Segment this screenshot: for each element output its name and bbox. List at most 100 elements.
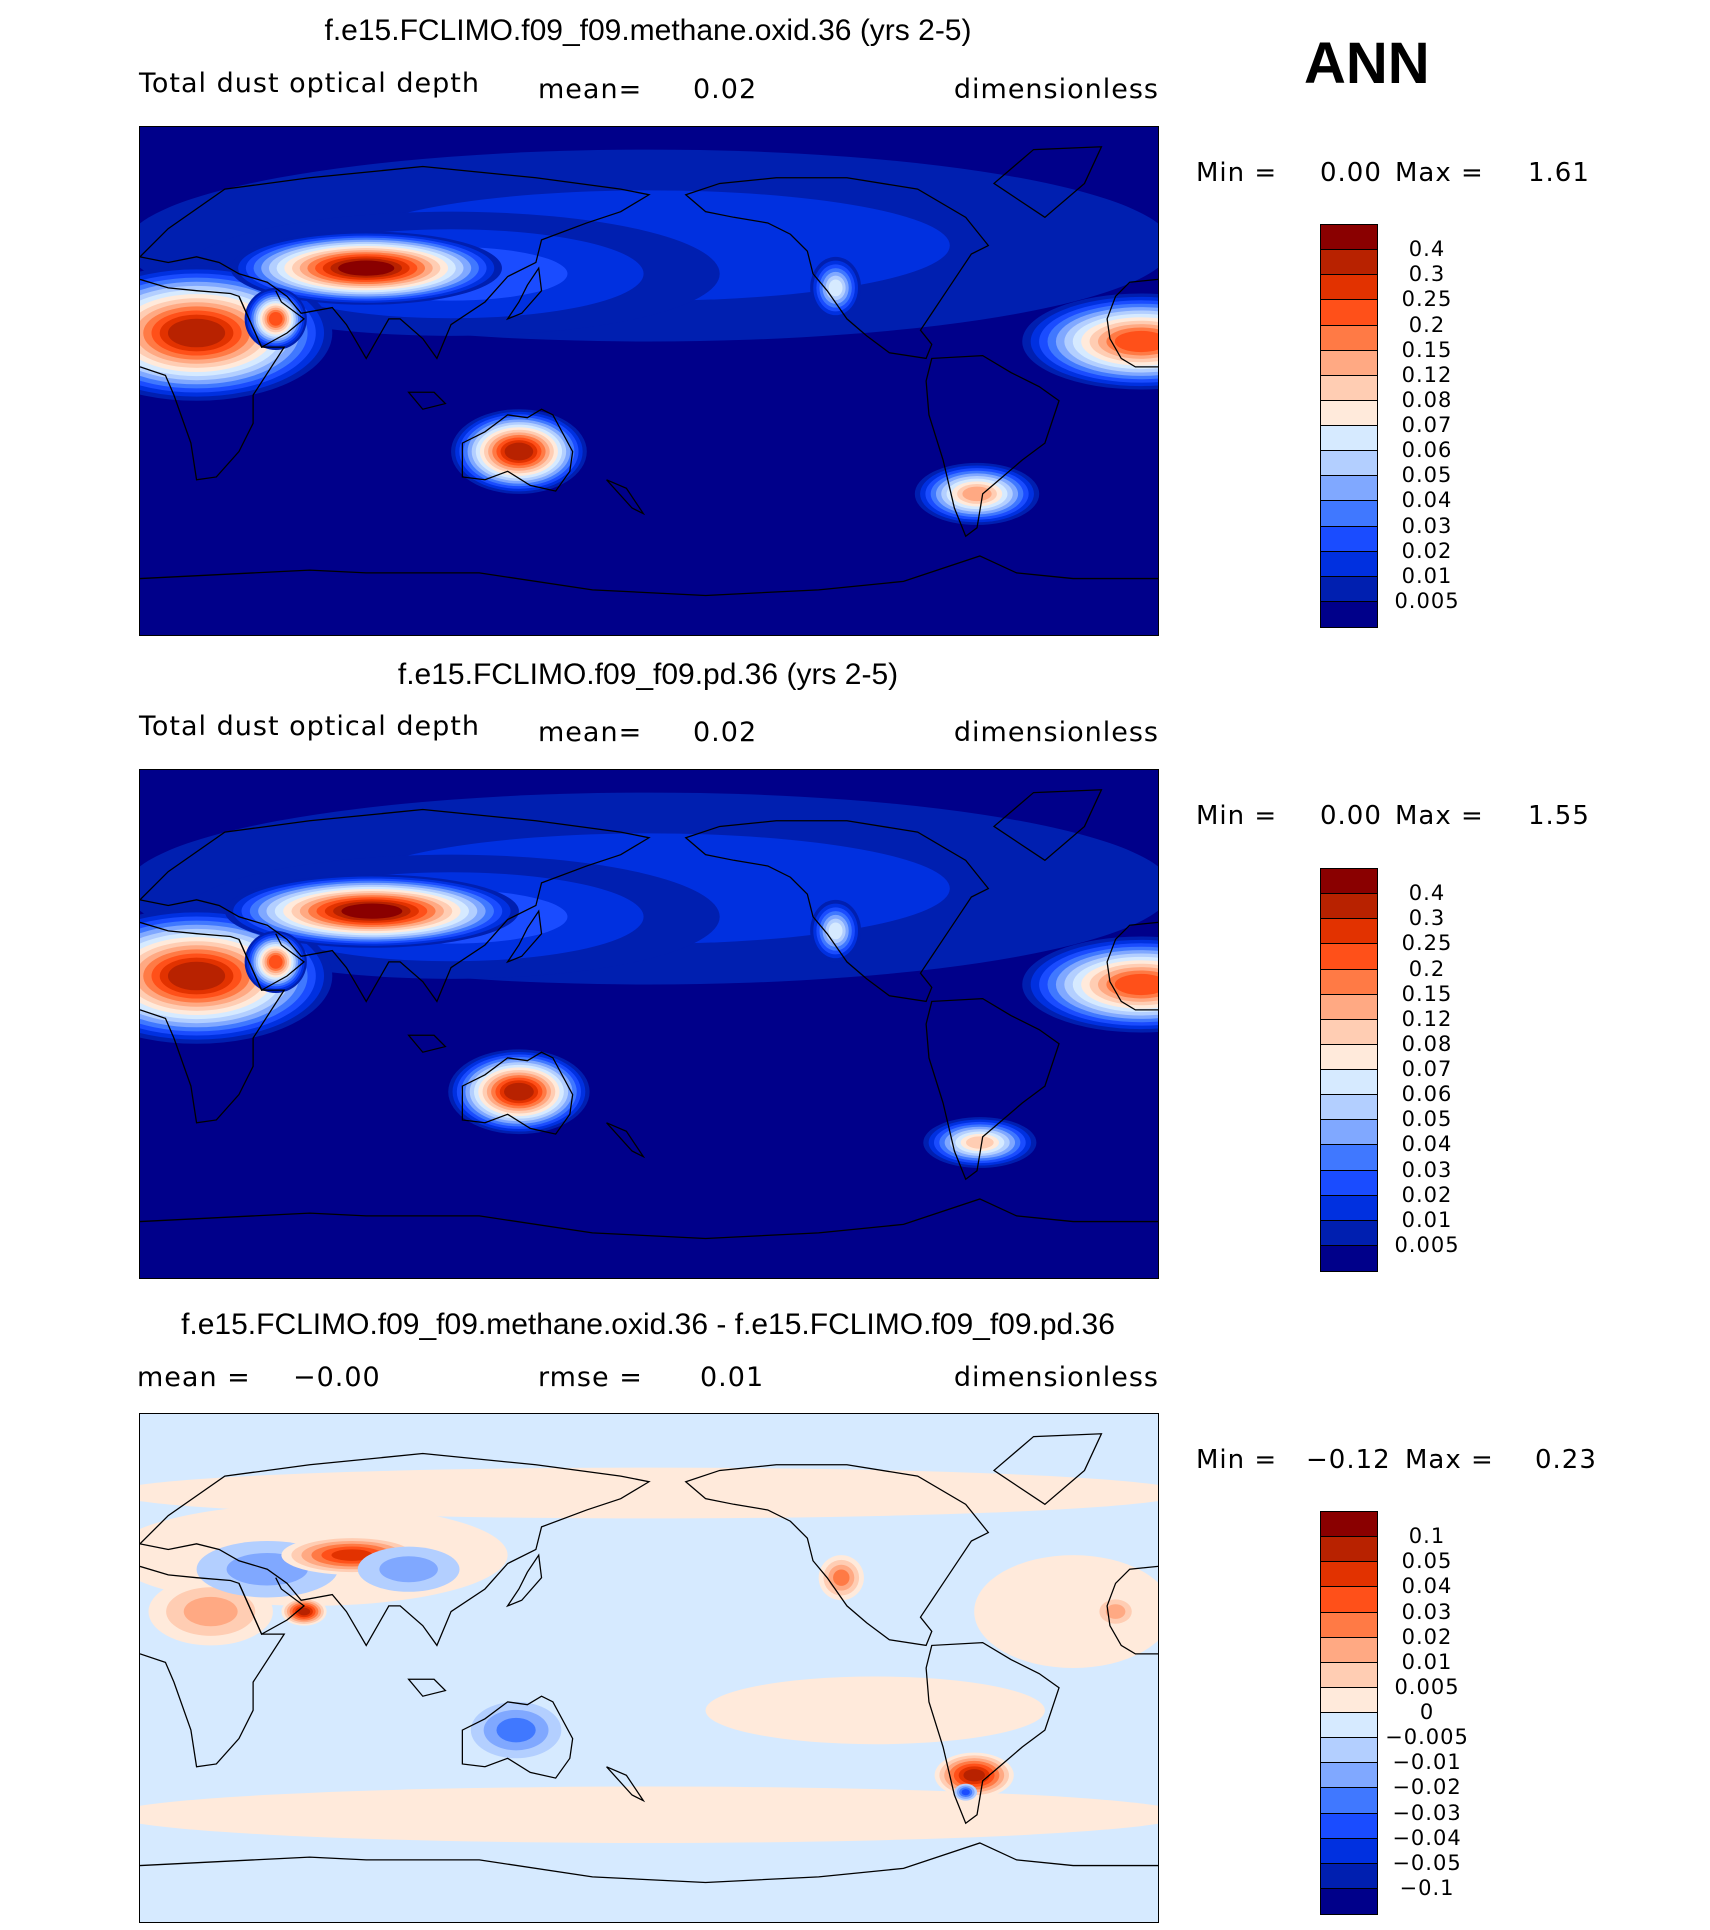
contour-feature xyxy=(140,1786,1158,1843)
colorbar-label: 0.08 xyxy=(1401,387,1453,412)
colorbar-label: 0.01 xyxy=(1401,1207,1453,1232)
colorbar-box xyxy=(1320,324,1378,352)
panel1-mean-label: mean= xyxy=(538,74,643,105)
colorbar-label: 0.4 xyxy=(1408,881,1446,906)
colorbar-box xyxy=(1320,1737,1378,1764)
colorbar-box xyxy=(1320,1611,1378,1639)
colorbar-box xyxy=(1320,224,1378,251)
colorbar-label: −0.1 xyxy=(1399,1875,1455,1900)
colorbar-box xyxy=(1320,1762,1378,1789)
panel2-mean-value: 0.02 xyxy=(693,717,758,748)
panel2-max-value: 1.55 xyxy=(1528,801,1590,831)
colorbar-box xyxy=(1320,1244,1378,1272)
colorbar-label: 0.12 xyxy=(1401,1006,1453,1031)
colorbar-label: 0.1 xyxy=(1408,1524,1446,1549)
panel1-min-label: Min = xyxy=(1196,158,1278,188)
coastline xyxy=(140,808,651,1003)
colorbar-label: 0.07 xyxy=(1401,413,1453,437)
panel1-map xyxy=(139,126,1159,636)
contour-feature xyxy=(974,1555,1158,1668)
coastline xyxy=(684,820,990,1003)
coastline xyxy=(461,408,574,492)
contour-feature xyxy=(1022,293,1158,390)
colorbar-label: 0.005 xyxy=(1394,588,1460,613)
contour-level xyxy=(1114,330,1158,353)
colorbar-box xyxy=(1320,475,1378,502)
colorbar-box xyxy=(1320,450,1378,477)
coastline xyxy=(238,933,306,992)
colorbar-label: 0.005 xyxy=(1394,1232,1460,1257)
colorbar-label: 0.03 xyxy=(1401,1157,1453,1182)
contour-feature xyxy=(244,287,307,350)
panel1-max-value: 1.61 xyxy=(1528,158,1590,188)
colorbar-label: 0.06 xyxy=(1401,438,1453,463)
coastline xyxy=(505,909,543,964)
contour-level xyxy=(828,279,843,297)
colorbar-box xyxy=(1320,1169,1378,1197)
colorbar-label: −0.03 xyxy=(1392,1800,1462,1825)
contour-feature xyxy=(451,409,587,494)
colorbar-box xyxy=(1320,1686,1378,1714)
contour-feature xyxy=(810,899,862,962)
colorbar-box xyxy=(1320,1119,1378,1146)
contour-level xyxy=(338,260,395,276)
colorbar-label: 0.04 xyxy=(1401,488,1453,513)
contour-level xyxy=(268,955,283,969)
colorbar-box xyxy=(1320,1194,1378,1222)
panel2-colorbar xyxy=(1320,868,1378,1272)
panel2-units: dimensionless xyxy=(953,717,1159,748)
contour-level xyxy=(1114,973,1158,996)
panel1-units: dimensionless xyxy=(953,74,1159,105)
contour-level xyxy=(379,1556,438,1583)
colorbar-box xyxy=(1320,1636,1378,1664)
contour-level xyxy=(183,1596,238,1627)
colorbar-label: 0.3 xyxy=(1408,906,1446,931)
coastline xyxy=(1106,278,1158,368)
panel2-mean-label: mean= xyxy=(538,717,643,748)
panel3-colorbar xyxy=(1320,1511,1378,1915)
contour-feature xyxy=(914,462,1040,525)
coastline xyxy=(238,290,306,349)
colorbar-box xyxy=(1320,1043,1378,1071)
colorbar-box xyxy=(1320,1661,1378,1689)
coastline xyxy=(140,1198,1158,1240)
contour-level xyxy=(504,442,534,461)
coastline xyxy=(992,789,1103,862)
colorbar-box xyxy=(1320,274,1378,301)
contour-level xyxy=(833,1569,850,1586)
panel1-max-label: Max = xyxy=(1395,158,1484,188)
colorbar-label: 0.04 xyxy=(1401,1574,1453,1599)
contour-feature xyxy=(705,1676,1045,1745)
colorbar-label: 0.01 xyxy=(1401,563,1453,588)
coastline xyxy=(992,1433,1103,1506)
colorbar-label: 0.4 xyxy=(1408,237,1446,262)
panel1-title: f.e15.FCLIMO.f09_f09.methane.oxid.36 (yr… xyxy=(324,14,972,47)
colorbar-box xyxy=(1320,525,1378,553)
coastline xyxy=(684,177,990,360)
coastline xyxy=(140,1842,1158,1884)
coastline xyxy=(140,921,286,1124)
colorbar-box xyxy=(1320,425,1378,452)
contour-feature xyxy=(224,874,519,948)
colorbar-label: 0.03 xyxy=(1401,1599,1453,1624)
colorbar-label: 0.02 xyxy=(1401,1182,1453,1207)
colorbar-label: 0.08 xyxy=(1401,1031,1453,1056)
coastline xyxy=(992,146,1103,219)
contour-feature xyxy=(818,1555,864,1601)
coastline xyxy=(925,1641,1060,1825)
colorbar-box xyxy=(1320,1144,1378,1171)
colorbar-label: 0.25 xyxy=(1401,931,1453,956)
colorbar-box xyxy=(1320,1837,1378,1865)
coastline xyxy=(407,1034,447,1053)
season-label: ANN xyxy=(1304,31,1430,96)
contour-level xyxy=(140,1786,1158,1843)
colorbar-label: 0.02 xyxy=(1401,1624,1453,1649)
colorbar-label: −0.005 xyxy=(1385,1725,1469,1750)
colorbar-label: 0.2 xyxy=(1408,312,1446,337)
coastline xyxy=(461,1695,574,1779)
coastline xyxy=(684,1464,990,1647)
colorbar-box xyxy=(1320,575,1378,603)
panel3-min-label: Min = xyxy=(1196,1445,1278,1475)
panel3-max-label: Max = xyxy=(1405,1445,1494,1475)
coastline xyxy=(505,266,543,321)
